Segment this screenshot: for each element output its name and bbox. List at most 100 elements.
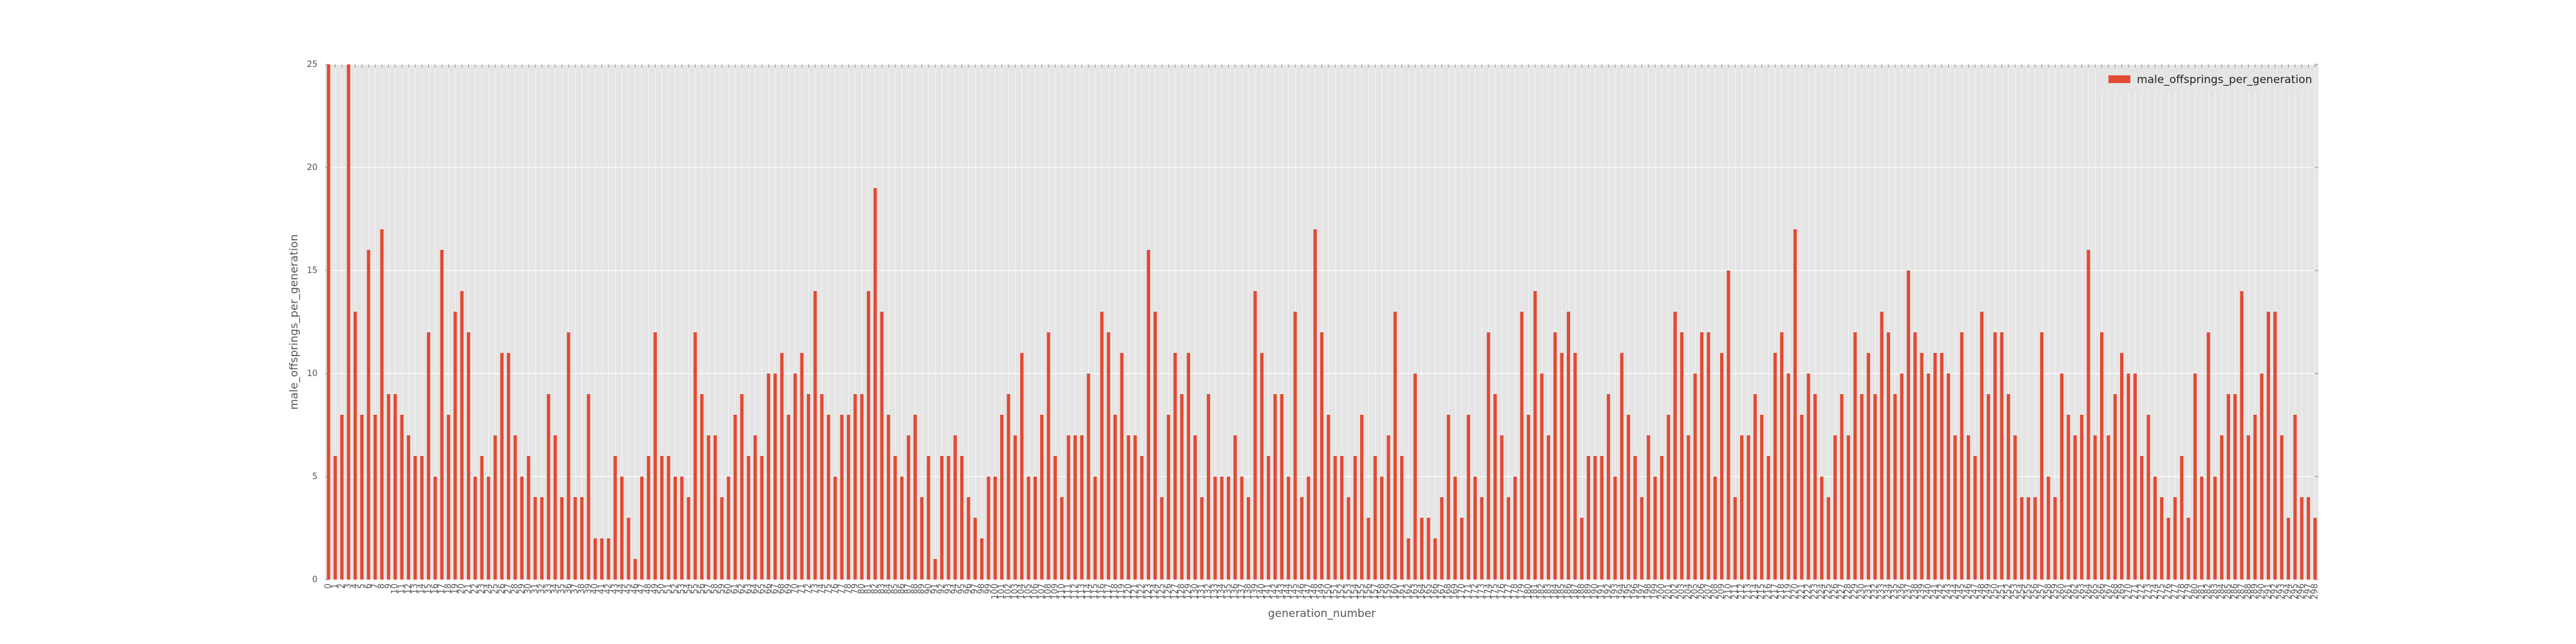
x-tick-label: 184 bbox=[1550, 583, 1560, 600]
bar bbox=[1146, 250, 1150, 580]
x-tick-label: 276 bbox=[2164, 583, 2174, 600]
x-tick-label: 285 bbox=[2224, 583, 2233, 600]
bar bbox=[760, 456, 764, 580]
x-tick-label: 96 bbox=[963, 583, 973, 594]
bar bbox=[1953, 435, 1957, 580]
x-tick-label: 15 bbox=[424, 583, 433, 594]
bar bbox=[1866, 353, 1870, 580]
bar bbox=[1033, 477, 1037, 580]
x-tick-label: 41 bbox=[597, 583, 607, 594]
bar bbox=[1267, 456, 1271, 580]
bar bbox=[426, 332, 431, 580]
x-tick-label: 157 bbox=[1370, 583, 1380, 600]
bar bbox=[1420, 518, 1424, 580]
x-tick-label: 139 bbox=[1250, 583, 1260, 600]
bar bbox=[2107, 435, 2110, 580]
bar bbox=[1493, 394, 1497, 580]
bar bbox=[466, 332, 471, 580]
bar bbox=[2240, 291, 2244, 580]
bar bbox=[786, 415, 790, 580]
x-tick-label: 108 bbox=[1044, 583, 1054, 600]
bar bbox=[2213, 477, 2217, 580]
x-tick-label: 45 bbox=[623, 583, 633, 594]
x-tick-label: 178 bbox=[1510, 583, 1520, 600]
bar bbox=[706, 435, 710, 580]
x-tick-label: 83 bbox=[877, 583, 887, 594]
bar bbox=[1526, 415, 1530, 580]
x-tick-label: 57 bbox=[704, 583, 714, 594]
bar bbox=[2140, 456, 2144, 580]
bar bbox=[627, 518, 630, 580]
x-tick-label: 21 bbox=[464, 583, 473, 594]
bar bbox=[1013, 435, 1017, 580]
x-tick-label: 153 bbox=[1343, 583, 1353, 600]
bar bbox=[1673, 312, 1677, 580]
bar bbox=[1593, 456, 1597, 580]
x-tick-label: 242 bbox=[1937, 583, 1947, 600]
bar bbox=[1900, 374, 1904, 580]
bar bbox=[620, 477, 624, 580]
x-tick-label: 2 bbox=[337, 583, 346, 589]
x-tick-label: 118 bbox=[1110, 583, 1120, 600]
x-tick-label: 90 bbox=[923, 583, 933, 594]
bar bbox=[1913, 332, 1917, 580]
x-tick-label: 281 bbox=[2197, 583, 2206, 600]
x-tick-label: 222 bbox=[1804, 583, 1814, 600]
bar bbox=[333, 456, 337, 580]
x-tick-label: 196 bbox=[1631, 583, 1640, 600]
x-tick-label: 70 bbox=[790, 583, 800, 594]
x-tick-label: 13 bbox=[410, 583, 420, 594]
x-tick-label: 164 bbox=[1417, 583, 1426, 600]
x-tick-label: 272 bbox=[2137, 583, 2146, 600]
x-tick-label: 88 bbox=[911, 583, 920, 594]
bar bbox=[1687, 435, 1690, 580]
bar bbox=[913, 415, 917, 580]
bar bbox=[453, 312, 457, 580]
x-tick-label: 277 bbox=[2170, 583, 2180, 600]
bar bbox=[420, 456, 424, 580]
x-tick-label: 287 bbox=[2237, 583, 2246, 600]
x-tick-label: 135 bbox=[1224, 583, 1233, 600]
bar bbox=[2007, 394, 2011, 580]
x-tick-label: 189 bbox=[1584, 583, 1593, 600]
x-tick-label: 74 bbox=[817, 583, 827, 594]
x-tick-label: 93 bbox=[943, 583, 953, 594]
bar bbox=[1060, 497, 1064, 580]
bar bbox=[1347, 497, 1350, 580]
bar bbox=[1100, 312, 1104, 580]
bar bbox=[2300, 497, 2304, 580]
x-tick-label: 282 bbox=[2204, 583, 2213, 600]
bar bbox=[1273, 394, 1277, 580]
x-tick-label: 48 bbox=[644, 583, 654, 594]
bar bbox=[1126, 435, 1130, 580]
bar bbox=[1806, 374, 1810, 580]
x-tick-label: 182 bbox=[1537, 583, 1547, 600]
x-tick-label: 201 bbox=[1663, 583, 1673, 600]
bar bbox=[520, 477, 524, 580]
x-tick-label: 33 bbox=[544, 583, 553, 594]
bar bbox=[1086, 374, 1090, 580]
x-tick-label: 187 bbox=[1570, 583, 1580, 600]
x-tick-label: 295 bbox=[2290, 583, 2300, 600]
x-tick-label: 241 bbox=[1930, 583, 1940, 600]
bar bbox=[1160, 497, 1164, 580]
bar bbox=[1053, 456, 1057, 580]
bar bbox=[1027, 477, 1030, 580]
bar bbox=[513, 435, 517, 580]
bar bbox=[1247, 497, 1251, 580]
bar bbox=[907, 435, 911, 580]
x-tick-label: 291 bbox=[2264, 583, 2273, 600]
bar bbox=[1667, 415, 1671, 580]
bar bbox=[2027, 497, 2031, 580]
y-axis-title: male_offsprings_per_generation bbox=[288, 234, 301, 410]
bar bbox=[2193, 374, 2197, 580]
bar bbox=[867, 291, 871, 580]
bar bbox=[2079, 415, 2084, 580]
x-tick-label: 59 bbox=[717, 583, 726, 594]
x-tick-label: 226 bbox=[1830, 583, 1840, 600]
x-tick-label: 60 bbox=[724, 583, 734, 594]
bar bbox=[1080, 435, 1084, 580]
x-tick-label: 268 bbox=[2110, 583, 2120, 600]
x-tick-label: 42 bbox=[603, 583, 613, 594]
